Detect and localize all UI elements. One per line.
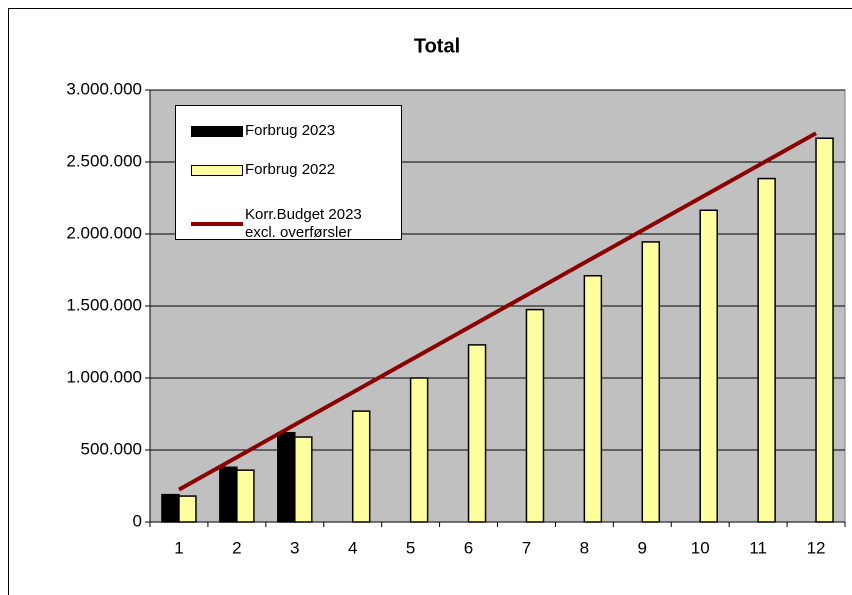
bar xyxy=(351,410,371,523)
legend-swatch xyxy=(191,164,243,176)
bar xyxy=(757,177,776,523)
legend-label: Forbrug 2023 xyxy=(245,122,336,139)
x-tick-label: 7 xyxy=(522,538,531,557)
x-tick-label: 9 xyxy=(638,538,647,557)
x-tick-label: 6 xyxy=(464,538,473,557)
x-tick-label: 10 xyxy=(691,538,710,557)
x-tick-label: 11 xyxy=(749,538,767,557)
y-tick-label: 0 xyxy=(133,511,142,530)
legend: Forbrug 2023 Forbrug 2022 Korr.Budget 2023… xyxy=(175,105,402,242)
legend-label: Forbrug 2022 xyxy=(245,161,336,178)
y-tick-label: 1.000.000 xyxy=(66,367,142,386)
bar xyxy=(815,137,834,523)
y-tick-label: 2.500.000 xyxy=(66,151,142,170)
bar xyxy=(409,377,429,523)
bar xyxy=(641,241,661,523)
legend-swatch xyxy=(191,125,243,137)
line xyxy=(177,131,818,492)
x-tick-label: 8 xyxy=(580,538,589,557)
bar xyxy=(525,308,545,523)
bar xyxy=(467,344,487,523)
legend-label: Korr.Budget 2023 excl. overførsler xyxy=(245,206,362,241)
x-tick-label: 5 xyxy=(406,538,415,557)
y-tick-label: 1.500.000 xyxy=(66,295,142,314)
legend-item: Korr.Budget 2023 excl. overførsler xyxy=(176,206,362,242)
bar xyxy=(583,275,603,523)
x-tick-label: 2 xyxy=(232,538,241,557)
x-tick-label: 4 xyxy=(348,538,357,557)
bar xyxy=(161,493,180,523)
legend-swatch xyxy=(191,222,243,226)
bar xyxy=(219,466,238,523)
legend-item: Forbrug 2022 xyxy=(176,161,335,179)
y-tick-label: 500.000 xyxy=(81,439,142,458)
chart-title: Total xyxy=(414,35,460,57)
bar xyxy=(277,431,296,523)
x-tick-label: 3 xyxy=(290,538,299,557)
x-tick-label: 12 xyxy=(807,538,826,557)
y-tick-label: 2.000.000 xyxy=(66,223,142,242)
y-tick-label: 3.000.000 xyxy=(66,79,142,98)
bar xyxy=(294,436,313,523)
bar xyxy=(178,495,197,523)
bar xyxy=(236,469,255,523)
bar xyxy=(699,209,718,523)
x-tick-label: 1 xyxy=(174,538,183,557)
legend-item: Forbrug 2023 xyxy=(176,122,335,140)
